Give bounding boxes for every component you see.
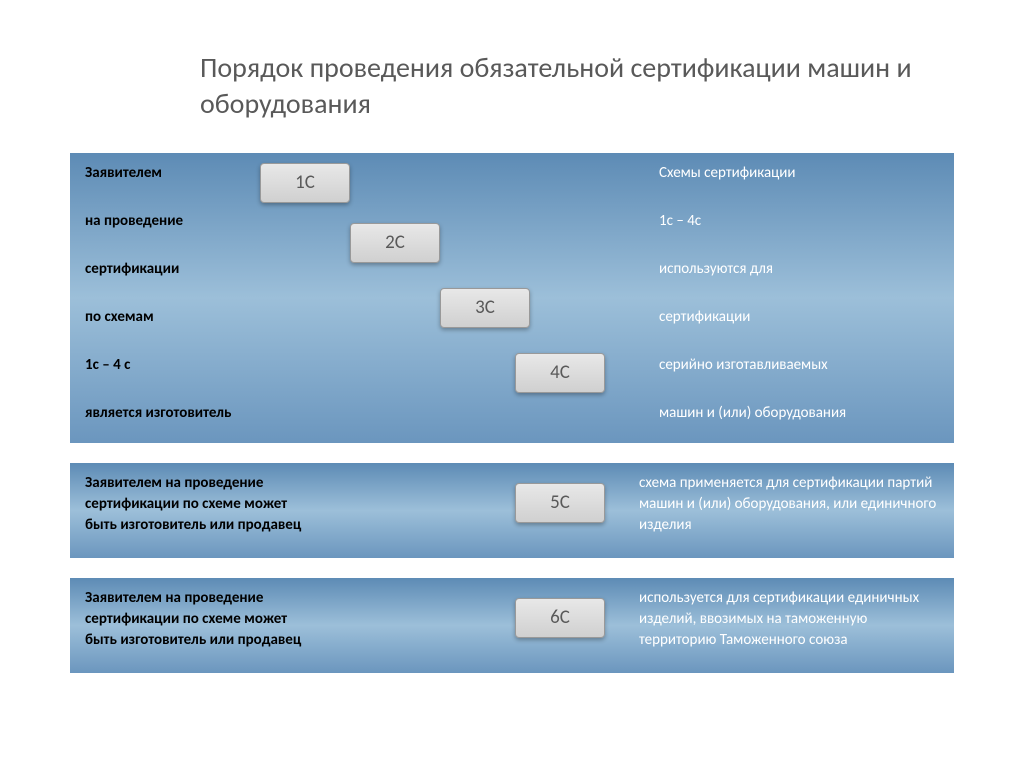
scheme-box-6c: 6С — [515, 598, 605, 638]
scheme-box-1c: 1С — [260, 163, 350, 203]
s1-left-line: Заявителем — [85, 163, 162, 184]
section2-right: схема применяется для сертификации парти… — [639, 473, 939, 536]
scheme-box-2c: 2С — [350, 223, 440, 263]
section-3: Заявителем на проведение сертификации по… — [70, 578, 954, 673]
s1-left-line: на проведение — [85, 211, 183, 232]
scheme-box-5c: 5С — [515, 483, 605, 523]
section2-left: Заявителем на проведение сертификации по… — [85, 473, 315, 536]
section-2: Заявителем на проведение сертификации по… — [70, 463, 954, 558]
s1-left-line: является изготовитель — [85, 403, 231, 424]
s1-right-line: Схемы сертификации — [659, 163, 796, 184]
scheme-box-3c: 3С — [440, 288, 530, 328]
section-1: Заявителем на проведение сертификации по… — [70, 153, 954, 443]
s1-right-line: используются для — [659, 259, 773, 280]
s1-right-line: машин и (или) оборудования — [659, 403, 846, 424]
s1-left-line: сертификации — [85, 259, 179, 280]
s1-right-line: 1с – 4с — [659, 211, 701, 232]
section3-right: используется для сертификации единичных … — [639, 588, 939, 651]
s1-left-line: по схемам — [85, 307, 154, 328]
page-title: Порядок проведения обязательной сертифик… — [0, 0, 1024, 153]
s1-right-line: серийно изготавливаемых — [659, 355, 828, 376]
s1-right-line: сертификации — [659, 307, 750, 328]
scheme-box-4c: 4С — [515, 353, 605, 393]
section3-left: Заявителем на проведение сертификации по… — [85, 588, 315, 651]
s1-left-line: 1с – 4 с — [85, 355, 130, 376]
